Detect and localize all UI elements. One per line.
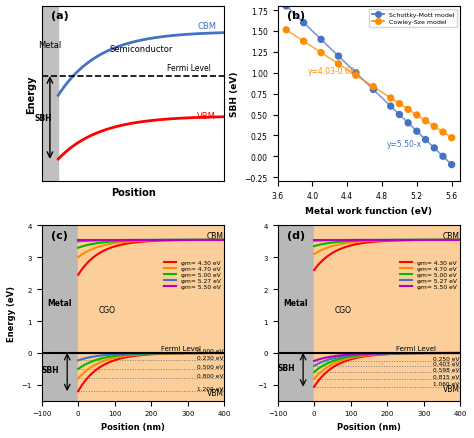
Y-axis label: Energy: Energy [26,75,36,113]
Text: (a): (a) [51,11,68,21]
Text: CBM: CBM [443,232,460,240]
Text: Metal: Metal [38,41,62,50]
Text: y=5.50-x: y=5.50-x [386,140,421,149]
Point [335,53,342,60]
Text: SBH: SBH [35,114,52,123]
Point [396,112,403,119]
Text: CBM: CBM [197,21,216,31]
Point [422,137,429,144]
Text: (c): (c) [51,230,68,240]
Point [439,129,447,136]
Y-axis label: SBH (eV): SBH (eV) [230,72,239,117]
Point [430,145,438,152]
Point [422,118,429,125]
Bar [42,7,58,182]
Text: SBH: SBH [278,363,295,372]
Text: Fermi Level: Fermi Level [161,345,201,351]
Text: (b): (b) [287,11,305,21]
Bar [42,226,78,401]
Point [317,37,325,44]
Text: VBM: VBM [443,384,460,393]
Point [430,124,438,131]
Text: VBM: VBM [197,111,216,120]
Point [300,39,308,46]
X-axis label: Position: Position [110,187,155,198]
Point [387,95,394,102]
Point [352,73,360,80]
Text: 0.598 eV: 0.598 eV [433,367,460,372]
Text: 0.403 eV: 0.403 eV [433,361,460,366]
Text: Fermi Level: Fermi Level [396,345,437,351]
Text: y=4.03-0.68x: y=4.03-0.68x [308,67,360,76]
Bar [277,226,314,401]
Text: Metal: Metal [283,298,308,307]
Text: 0.500 eV: 0.500 eV [197,364,224,369]
X-axis label: Position (nm): Position (nm) [101,422,165,431]
Point [300,20,308,27]
Text: CBM: CBM [207,232,224,240]
Point [283,4,290,11]
Point [413,128,420,135]
Text: CGO: CGO [99,305,116,314]
Point [370,87,377,94]
Text: Metal: Metal [47,298,72,307]
Bar [314,226,460,401]
Text: 0.800 eV: 0.800 eV [197,373,224,378]
Point [387,103,394,110]
Text: 1.200 eV: 1.200 eV [197,386,224,391]
Point [352,70,360,77]
Legend: φm= 4.30 eV, φm= 4.70 eV, φm= 5.00 eV, φm= 5.27 eV, φm= 5.50 eV: φm= 4.30 eV, φm= 4.70 eV, φm= 5.00 eV, φ… [400,260,457,290]
Text: 1.060 eV: 1.060 eV [433,381,460,387]
Point [448,162,456,169]
Text: (d): (d) [287,230,305,240]
Point [335,61,342,68]
Point [448,135,456,142]
Text: VBM: VBM [207,389,224,397]
Bar [78,226,225,401]
Text: Semiconductor: Semiconductor [109,45,173,53]
Point [317,50,325,57]
Legend: Schottky-Mott model, Cowley-Sze model: Schottky-Mott model, Cowley-Sze model [369,10,457,28]
Text: CGO: CGO [335,305,352,314]
Text: 0.000 eV: 0.000 eV [197,348,224,353]
Legend: φm= 4.30 eV, φm= 4.70 eV, φm= 5.00 eV, φm= 5.27 eV, φm= 5.50 eV: φm= 4.30 eV, φm= 4.70 eV, φm= 5.00 eV, φ… [164,260,221,290]
Point [404,106,412,113]
Y-axis label: Energy (eV): Energy (eV) [7,286,16,341]
Text: 0.230 eV: 0.230 eV [197,355,224,360]
Text: 0.250 eV: 0.250 eV [433,356,460,361]
X-axis label: Metal work function (eV): Metal work function (eV) [305,206,432,215]
Text: Fermi Level: Fermi Level [167,64,211,73]
Text: SBH: SBH [42,365,60,374]
Point [439,153,447,160]
Text: 0.815 eV: 0.815 eV [433,374,460,379]
Point [370,84,377,91]
X-axis label: Position (nm): Position (nm) [337,422,401,431]
Point [413,112,420,119]
Point [404,120,412,127]
Point [396,101,403,108]
Point [283,27,290,34]
